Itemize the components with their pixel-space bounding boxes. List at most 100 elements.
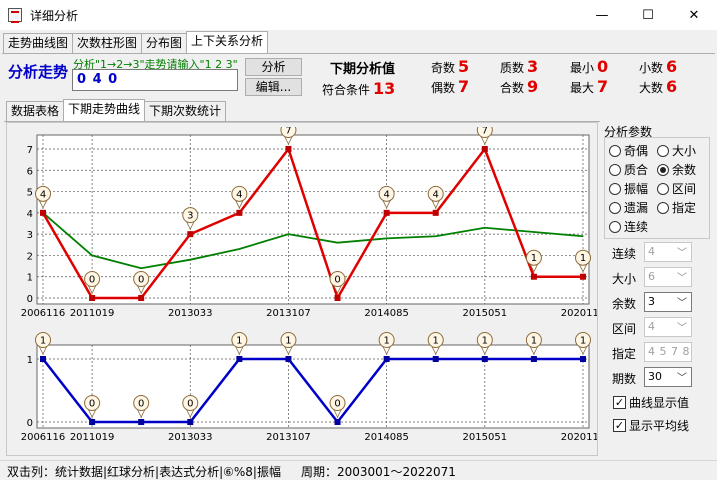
data-point	[432, 356, 439, 362]
option-remainder[interactable]: 余数	[657, 161, 696, 178]
tab-data-table[interactable]: 数据表格	[6, 101, 65, 121]
data-label: 1	[531, 336, 537, 347]
value-bubble	[280, 127, 297, 138]
radio-icon	[609, 201, 621, 214]
tab-next-count-stats[interactable]: 下期次数统计	[144, 101, 227, 121]
status-left: 双击列：统计数据|红球分析|表达式分析|⑥%8|振幅	[7, 465, 281, 479]
tab-distribution[interactable]: 分布图	[141, 33, 188, 53]
data-label: 0	[334, 399, 340, 410]
average-line	[42, 212, 584, 270]
stat-odd: 奇数 5	[431, 57, 470, 76]
window-title: 详细分析	[30, 9, 79, 23]
x-tick-label: 2013033	[168, 432, 213, 443]
minimize-icon[interactable]: —	[595, 7, 609, 23]
checkmark-icon: ✓	[613, 396, 626, 409]
data-point	[481, 146, 488, 152]
data-label: 1	[433, 336, 439, 347]
x-tick-label: 2014085	[364, 308, 409, 319]
y-tick-label: 0	[27, 294, 33, 305]
tab-trend-chart[interactable]: 走势曲线图	[3, 33, 74, 53]
data-point	[285, 146, 292, 152]
data-label: 0	[334, 275, 340, 286]
value-bubble	[182, 207, 199, 224]
chevron-down-icon: ﹀	[677, 323, 687, 334]
option-specified[interactable]: 指定	[657, 199, 696, 216]
radio-icon	[609, 163, 621, 176]
data-point	[187, 231, 194, 238]
option-odd-even[interactable]: 奇偶	[609, 142, 648, 159]
value-bubble	[575, 332, 591, 348]
next-period-title: 下期分析值	[330, 62, 396, 77]
x-tick-label: 2020110	[561, 308, 597, 319]
pattern-input[interactable]: 0 4 0	[72, 69, 238, 91]
value-bubble	[182, 395, 199, 411]
x-tick-label: 2015051	[463, 308, 508, 319]
field-size-select[interactable]: 6 ﹀	[644, 267, 692, 287]
field-consecutive-select[interactable]: 4 ﹀	[644, 242, 692, 262]
option-consecutive[interactable]: 连续	[609, 218, 648, 235]
data-label: 1	[236, 336, 242, 347]
radio-icon	[657, 201, 669, 214]
data-label: 3	[187, 211, 193, 222]
show-average-checkbox[interactable]: ✓ 显示平均线	[613, 419, 690, 433]
sub-tab-strip: 数据表格 下期走势曲线 下期次数统计	[6, 99, 227, 121]
value-bubble	[231, 185, 248, 202]
data-point	[580, 273, 586, 280]
data-label: 1	[285, 336, 291, 347]
condition-stat: 符合条件 13	[322, 79, 395, 98]
condition-label: 符合条件	[322, 83, 371, 97]
value-bubble	[133, 271, 150, 287]
data-label: 0	[89, 399, 95, 410]
series-line	[41, 146, 583, 302]
chart-panel: 0 1 2 3 4 5 6 7 2006116 2011019 2013033 2013107 2014…	[6, 122, 598, 456]
field-periods-select[interactable]: 30 ﹀	[644, 367, 692, 387]
field-interval-select[interactable]: 4 ﹀	[644, 317, 692, 337]
data-label: 7	[285, 127, 291, 137]
tab-next-trend-curve[interactable]: 下期走势曲线	[63, 99, 146, 121]
x-tick-label: 2006116	[21, 432, 66, 443]
value-bubble	[427, 185, 444, 202]
analysis-heading: 分析走势	[8, 63, 69, 81]
x-tick-label: 2011019	[70, 432, 115, 443]
close-icon[interactable]: ✕	[688, 7, 700, 23]
maximize-icon[interactable]: ☐	[642, 7, 654, 23]
title-bar: 详细分析 — ☐ ✕	[0, 0, 717, 30]
field-specified-input[interactable]: 4 5 7 8 9	[644, 342, 692, 362]
field-remainder-select[interactable]: 3 ﹀	[644, 292, 692, 312]
data-label: 4	[433, 189, 439, 200]
sub-tab-divider	[4, 121, 600, 122]
chevron-down-icon: ﹀	[677, 298, 687, 309]
analyze-button[interactable]: 分析	[245, 58, 302, 76]
status-period: 周期：2003001～2022071	[301, 465, 456, 479]
data-point	[187, 419, 194, 425]
tab-count-bar[interactable]: 次数柱形图	[72, 33, 143, 53]
edit-button[interactable]: 编辑...	[245, 78, 302, 96]
option-interval[interactable]: 区间	[657, 180, 696, 197]
tab-relation-analysis[interactable]: 上下关系分析	[186, 31, 269, 53]
data-point	[530, 273, 537, 280]
value-bubble	[378, 332, 395, 348]
value-bubble	[231, 332, 248, 348]
data-point	[89, 295, 96, 301]
x-tick-label: 2011019	[70, 308, 115, 319]
analysis-hint: 分析"1→2→3"走势请输入"1 2 3"	[73, 58, 238, 71]
value-bubble	[35, 185, 51, 202]
data-point	[285, 356, 292, 362]
stat-prime: 质数 3	[500, 57, 539, 76]
radio-icon	[609, 182, 621, 195]
data-point	[138, 419, 145, 425]
radio-selected-icon	[657, 163, 669, 176]
field-consecutive-label: 连续	[612, 247, 637, 261]
option-omission[interactable]: 遗漏	[609, 199, 648, 216]
checkmark-icon: ✓	[613, 419, 626, 432]
option-big-small[interactable]: 大小	[657, 142, 696, 159]
stat-max: 最大 7	[570, 77, 609, 96]
x-tick-label: 2013107	[266, 308, 311, 319]
option-amplitude[interactable]: 振幅	[609, 180, 648, 197]
show-values-checkbox[interactable]: ✓ 曲线显示值	[613, 396, 690, 410]
option-prime-composite[interactable]: 质合	[609, 161, 648, 178]
data-point	[89, 419, 96, 425]
x-tick-label: 2013033	[168, 308, 213, 319]
value-bubble	[525, 249, 542, 266]
value-bubble	[525, 332, 542, 348]
